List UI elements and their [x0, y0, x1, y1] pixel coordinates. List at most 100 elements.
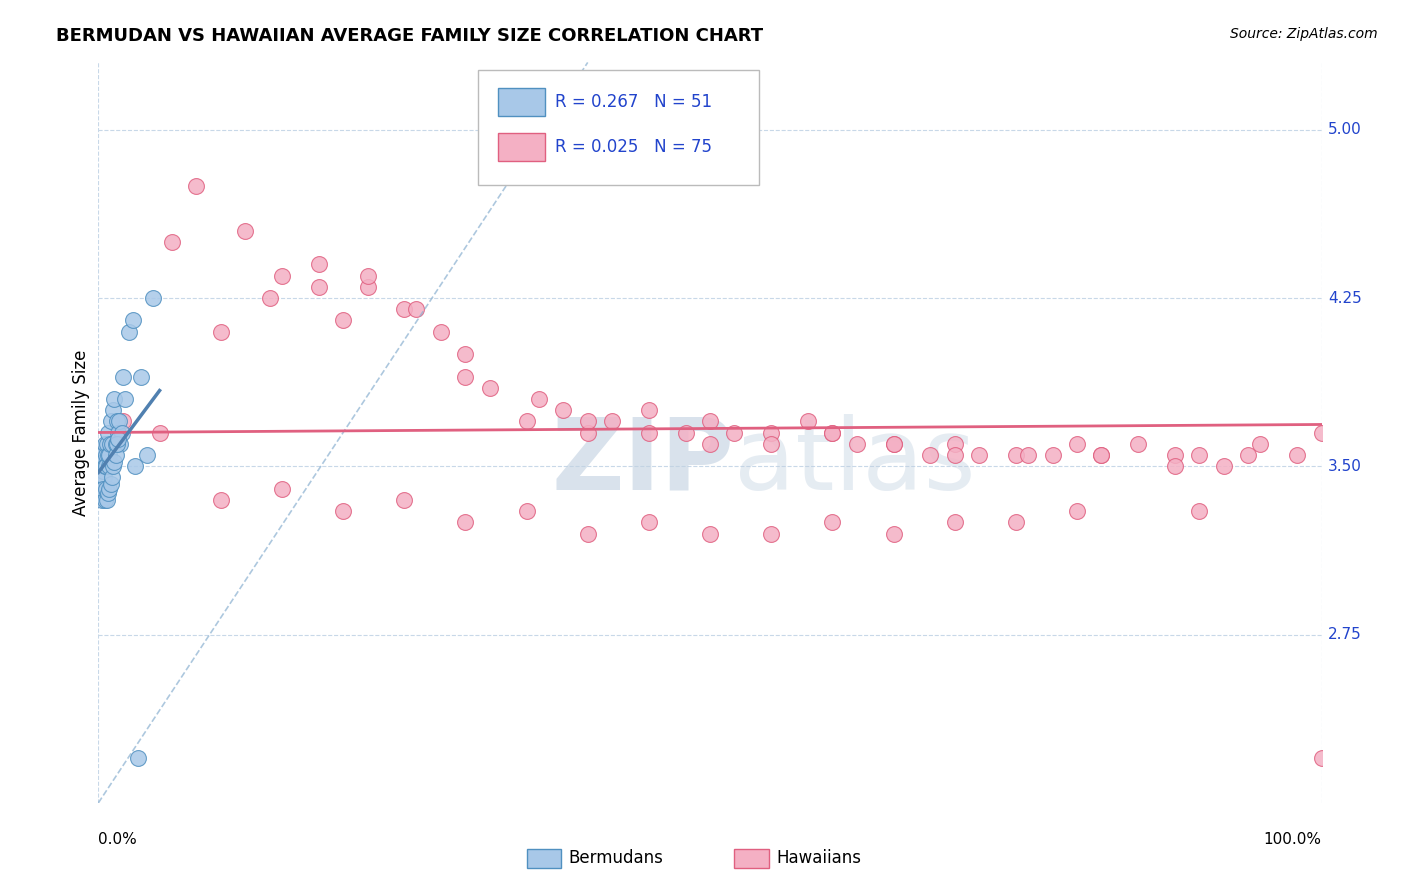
Bar	[734, 848, 769, 868]
Bar	[498, 133, 546, 161]
Point	[96, 437, 118, 451]
Point	[209, 325, 232, 339]
Point	[723, 425, 745, 440]
Point	[527, 392, 550, 406]
Point	[127, 751, 149, 765]
Point	[118, 325, 141, 339]
Point	[91, 448, 114, 462]
Point	[97, 459, 120, 474]
Point	[101, 403, 124, 417]
Point	[553, 403, 575, 417]
Point	[1310, 425, 1333, 440]
Point	[332, 504, 354, 518]
Point	[576, 425, 599, 440]
Point	[454, 516, 477, 530]
Point	[699, 526, 721, 541]
Point	[761, 425, 783, 440]
Point	[637, 516, 661, 530]
Text: BERMUDAN VS HAWAIIAN AVERAGE FAMILY SIZE CORRELATION CHART: BERMUDAN VS HAWAIIAN AVERAGE FAMILY SIZE…	[56, 27, 763, 45]
Point	[89, 459, 111, 474]
Point	[308, 280, 330, 294]
Point	[105, 414, 128, 428]
Point	[1250, 437, 1272, 451]
Point	[101, 459, 124, 474]
Text: 5.00: 5.00	[1327, 122, 1361, 137]
Point	[94, 482, 117, 496]
Point	[392, 492, 416, 507]
Point	[1310, 751, 1333, 765]
Point	[108, 414, 131, 428]
Point	[111, 369, 134, 384]
Bar	[498, 88, 546, 117]
Point	[883, 437, 905, 451]
Point	[478, 381, 501, 395]
Point	[576, 526, 599, 541]
Y-axis label: Average Family Size: Average Family Size	[72, 350, 90, 516]
Point	[105, 437, 128, 451]
Point	[209, 492, 232, 507]
Point	[332, 313, 354, 327]
Point	[100, 477, 122, 491]
Point	[516, 504, 538, 518]
Text: R = 0.267   N = 51: R = 0.267 N = 51	[555, 94, 711, 112]
Point	[142, 291, 165, 305]
Point	[821, 425, 844, 440]
Point	[91, 482, 114, 496]
Point	[821, 516, 844, 530]
Point	[405, 302, 427, 317]
Point	[821, 425, 844, 440]
Point	[104, 448, 127, 462]
Point	[96, 459, 118, 474]
Point	[104, 437, 127, 451]
Point	[845, 437, 868, 451]
Point	[1164, 448, 1187, 462]
Point	[1164, 459, 1187, 474]
Point	[160, 235, 183, 249]
Bar	[526, 848, 561, 868]
Point	[920, 448, 942, 462]
Point	[114, 392, 136, 406]
Point	[90, 482, 112, 496]
Point	[1090, 448, 1112, 462]
Point	[124, 459, 146, 474]
Point	[576, 414, 599, 428]
Point	[761, 526, 783, 541]
Point	[675, 425, 697, 440]
Point	[1188, 504, 1211, 518]
Point	[430, 325, 453, 339]
Point	[186, 178, 208, 193]
Point	[94, 459, 117, 474]
Point	[761, 437, 783, 451]
Point	[91, 492, 114, 507]
Point	[699, 414, 721, 428]
Point	[98, 482, 121, 496]
Text: 100.0%: 100.0%	[1264, 832, 1322, 847]
Point	[149, 425, 172, 440]
Point	[392, 302, 416, 317]
Point	[101, 437, 124, 451]
Point	[356, 268, 378, 283]
Point	[97, 448, 120, 462]
Point	[100, 414, 122, 428]
Point	[356, 280, 378, 294]
Point	[96, 492, 118, 507]
Point	[91, 455, 114, 469]
Text: Source: ZipAtlas.com: Source: ZipAtlas.com	[1230, 27, 1378, 41]
Point	[1066, 437, 1088, 451]
Point	[111, 425, 134, 440]
Point	[110, 437, 132, 451]
Point	[103, 392, 125, 406]
Point	[1090, 448, 1112, 462]
Point	[259, 291, 281, 305]
Text: R = 0.025   N = 75: R = 0.025 N = 75	[555, 138, 711, 156]
Point	[797, 414, 820, 428]
Text: 3.50: 3.50	[1327, 458, 1361, 474]
Point	[943, 448, 966, 462]
Text: Hawaiians: Hawaiians	[776, 849, 860, 867]
Point	[1237, 448, 1260, 462]
Point	[111, 414, 134, 428]
Point	[1188, 448, 1211, 462]
FancyBboxPatch shape	[478, 70, 759, 185]
Point	[93, 470, 115, 484]
Point	[1004, 516, 1026, 530]
